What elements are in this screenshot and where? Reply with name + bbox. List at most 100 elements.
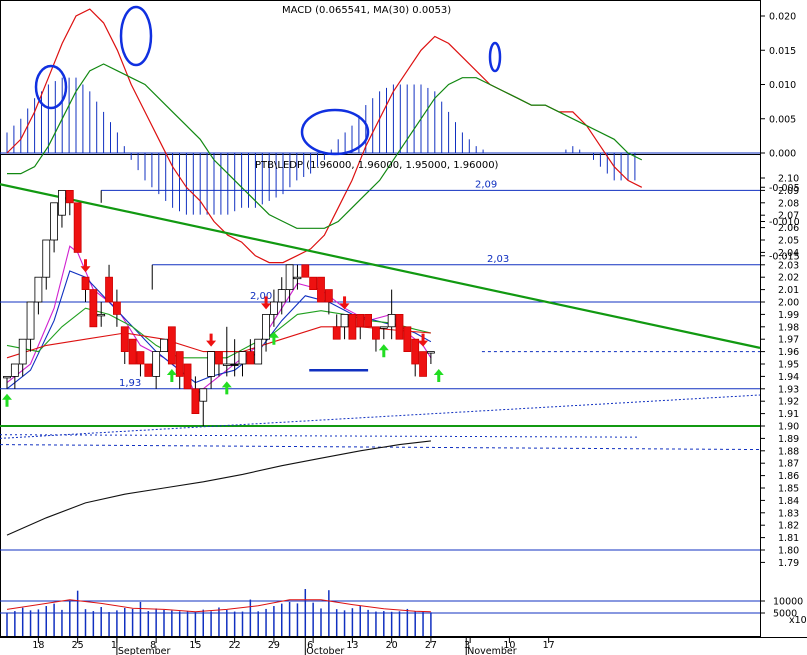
up-arrow-signal [433,369,444,382]
price-y-axis: 2.102.092.08 2.072.06 2.052.042.03 2.022.01… [760,174,799,569]
macd-tick-label: 0.000 [769,149,796,160]
candle-body [97,313,106,317]
volume-bars [6,589,432,636]
up-arrow-signal [221,381,232,395]
candle-body [324,289,333,303]
candle-body [379,326,388,329]
volume-unit-label: x1000 [789,615,807,626]
candle-body [293,276,302,280]
candle-body [128,338,137,365]
candle-body [207,351,216,377]
candle-body [301,264,310,278]
price-tick-label: 1.80 [778,546,799,557]
candle-body [3,375,11,379]
x-tick-label: 1 [111,640,117,651]
up-arrow-signal [378,344,389,358]
candle-body [309,276,318,291]
month-label: October [306,646,344,655]
candle-body [26,301,35,340]
x-tick-label: 3 [464,640,470,651]
price-tick-label: 2.04 [778,248,799,259]
candle-body [215,351,223,365]
candle-body [65,189,74,204]
candle-body [167,326,176,365]
macd-highlight-circles [34,5,502,156]
macd-tick-label: -0.010 [769,217,800,228]
candle-body [340,313,349,328]
price-tick-label: 1.98 [778,322,799,333]
x-tick-label: 15 [189,640,201,651]
candle-body [364,313,373,328]
candle-body [136,351,145,365]
candle-body [419,351,427,377]
x-tick-label: 20 [386,640,398,651]
price-panel: PTB\LEDP (1.96000, 1.96000, 1.95000, 1.9… [0,160,799,569]
candle-body [144,363,153,377]
macd-tick-label: 0.020 [769,12,796,23]
price-candles [3,189,435,426]
candle-body [411,338,420,365]
x-tick-label: 29 [268,640,280,651]
up-arrow-signal [268,331,279,345]
panel-frames [0,0,807,638]
price-tick-label: 1.93 [778,384,799,395]
candle-body [395,313,404,340]
price-tick-label: 1.86 [778,471,799,482]
price-tick-label: 1.85 [778,484,799,495]
candle-body [58,189,66,216]
macd-highlight-circle [488,41,502,73]
price-level-label: 2,03 [487,254,509,265]
macd-histogram [6,77,636,215]
price-tick-label: 1.97 [778,335,799,346]
price-tick-label: 1.90 [778,422,799,433]
price-moving-averages [6,245,432,536]
candle-body [317,276,325,303]
price-tick-label: 1.87 [778,459,799,470]
price-tick-label: 1.95 [778,360,799,371]
price-moving-average [6,326,431,359]
price-tick-label: 1.94 [778,372,799,383]
x-tick-label: 10 [503,640,515,651]
candle-body [175,351,184,377]
candle-body [42,239,51,278]
price-level-label: 2,09 [475,179,497,190]
volume-average-line [6,599,431,613]
up-arrow-signal [166,369,177,382]
price-level-label: 2,00 [250,291,272,302]
down-arrow-signal [261,296,272,310]
x-tick-label: 27 [425,640,437,651]
x-tick-label: 18 [32,640,44,651]
volume-tick-label: 10000 [773,597,803,608]
x-tick-label: 22 [229,640,241,651]
candle-body [348,313,357,340]
macd-highlight-circle [119,5,153,67]
price-tick-label: 2.06 [778,223,799,234]
macd-tick-label: 0.005 [769,114,796,125]
candle-body [199,388,208,402]
price-tick-label: 1.84 [778,496,799,507]
price-tick-label: 1.96 [778,347,799,358]
candle-body [120,326,129,352]
down-trendline-green [0,183,761,349]
macd-title: MACD (0.065541, MA(30) 0.0053) [282,5,451,16]
down-arrow-signal [206,333,217,347]
price-tick-label: 1.92 [778,397,799,408]
candle-body [81,276,90,291]
candle-body [152,351,161,377]
candle-body [426,351,435,354]
price-tick-label: 1.88 [778,446,799,457]
candle-body [356,313,365,328]
price-tick-label: 2.03 [778,260,799,271]
candle-body [73,202,82,253]
price-tick-label: 2.01 [778,285,799,296]
macd-highlight-circle [300,108,370,156]
down-arrow-signal [339,296,350,310]
candle-body [50,202,58,241]
candle-body [222,363,231,366]
macd-tick-label: -0.015 [769,251,800,262]
price-title: PTB\LEDP (1.96000, 1.96000, 1.95000, 1.9… [255,160,499,171]
price-tick-label: 1.91 [778,409,799,420]
candle-body [191,388,200,414]
volume-panel: 100005000x1000 [0,589,807,636]
